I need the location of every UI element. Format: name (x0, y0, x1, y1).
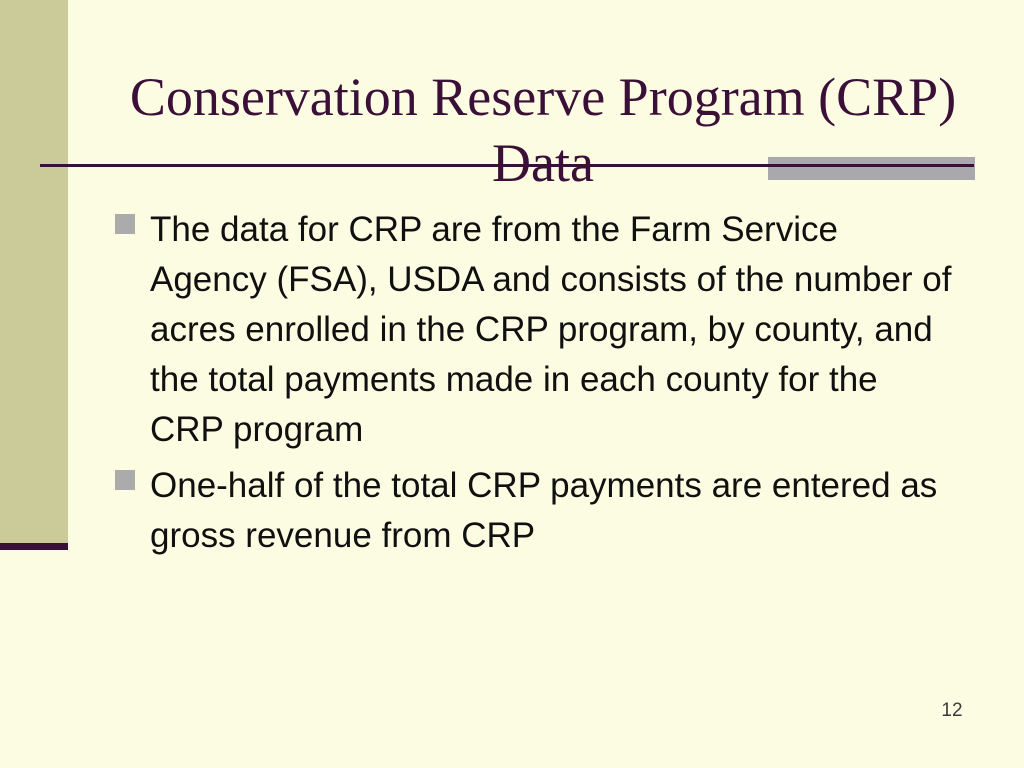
bullet-text: One-half of the total CRP payments are e… (150, 466, 938, 555)
page-title: Conservation Reserve Program (CRP) Data (78, 64, 1008, 196)
bullet-square-icon (115, 470, 135, 490)
list-item: One-half of the total CRP payments are e… (115, 461, 965, 561)
list-item: The data for CRP are from the Farm Servi… (115, 205, 965, 455)
page-title-line-1: Conservation Reserve Program (CRP) (129, 67, 957, 128)
page-title-line-2: Data (492, 133, 594, 194)
bullet-list: The data for CRP are from the Farm Servi… (115, 205, 965, 561)
sidebar-accent-bar (0, 0, 68, 543)
page-number: 12 (941, 700, 963, 721)
bullet-text: The data for CRP are from the Farm Servi… (150, 210, 952, 449)
title-underline (40, 164, 974, 167)
sidebar-accent-underline (0, 543, 68, 550)
bullet-square-icon (115, 214, 135, 234)
title-underline-gray-accent (768, 157, 975, 180)
